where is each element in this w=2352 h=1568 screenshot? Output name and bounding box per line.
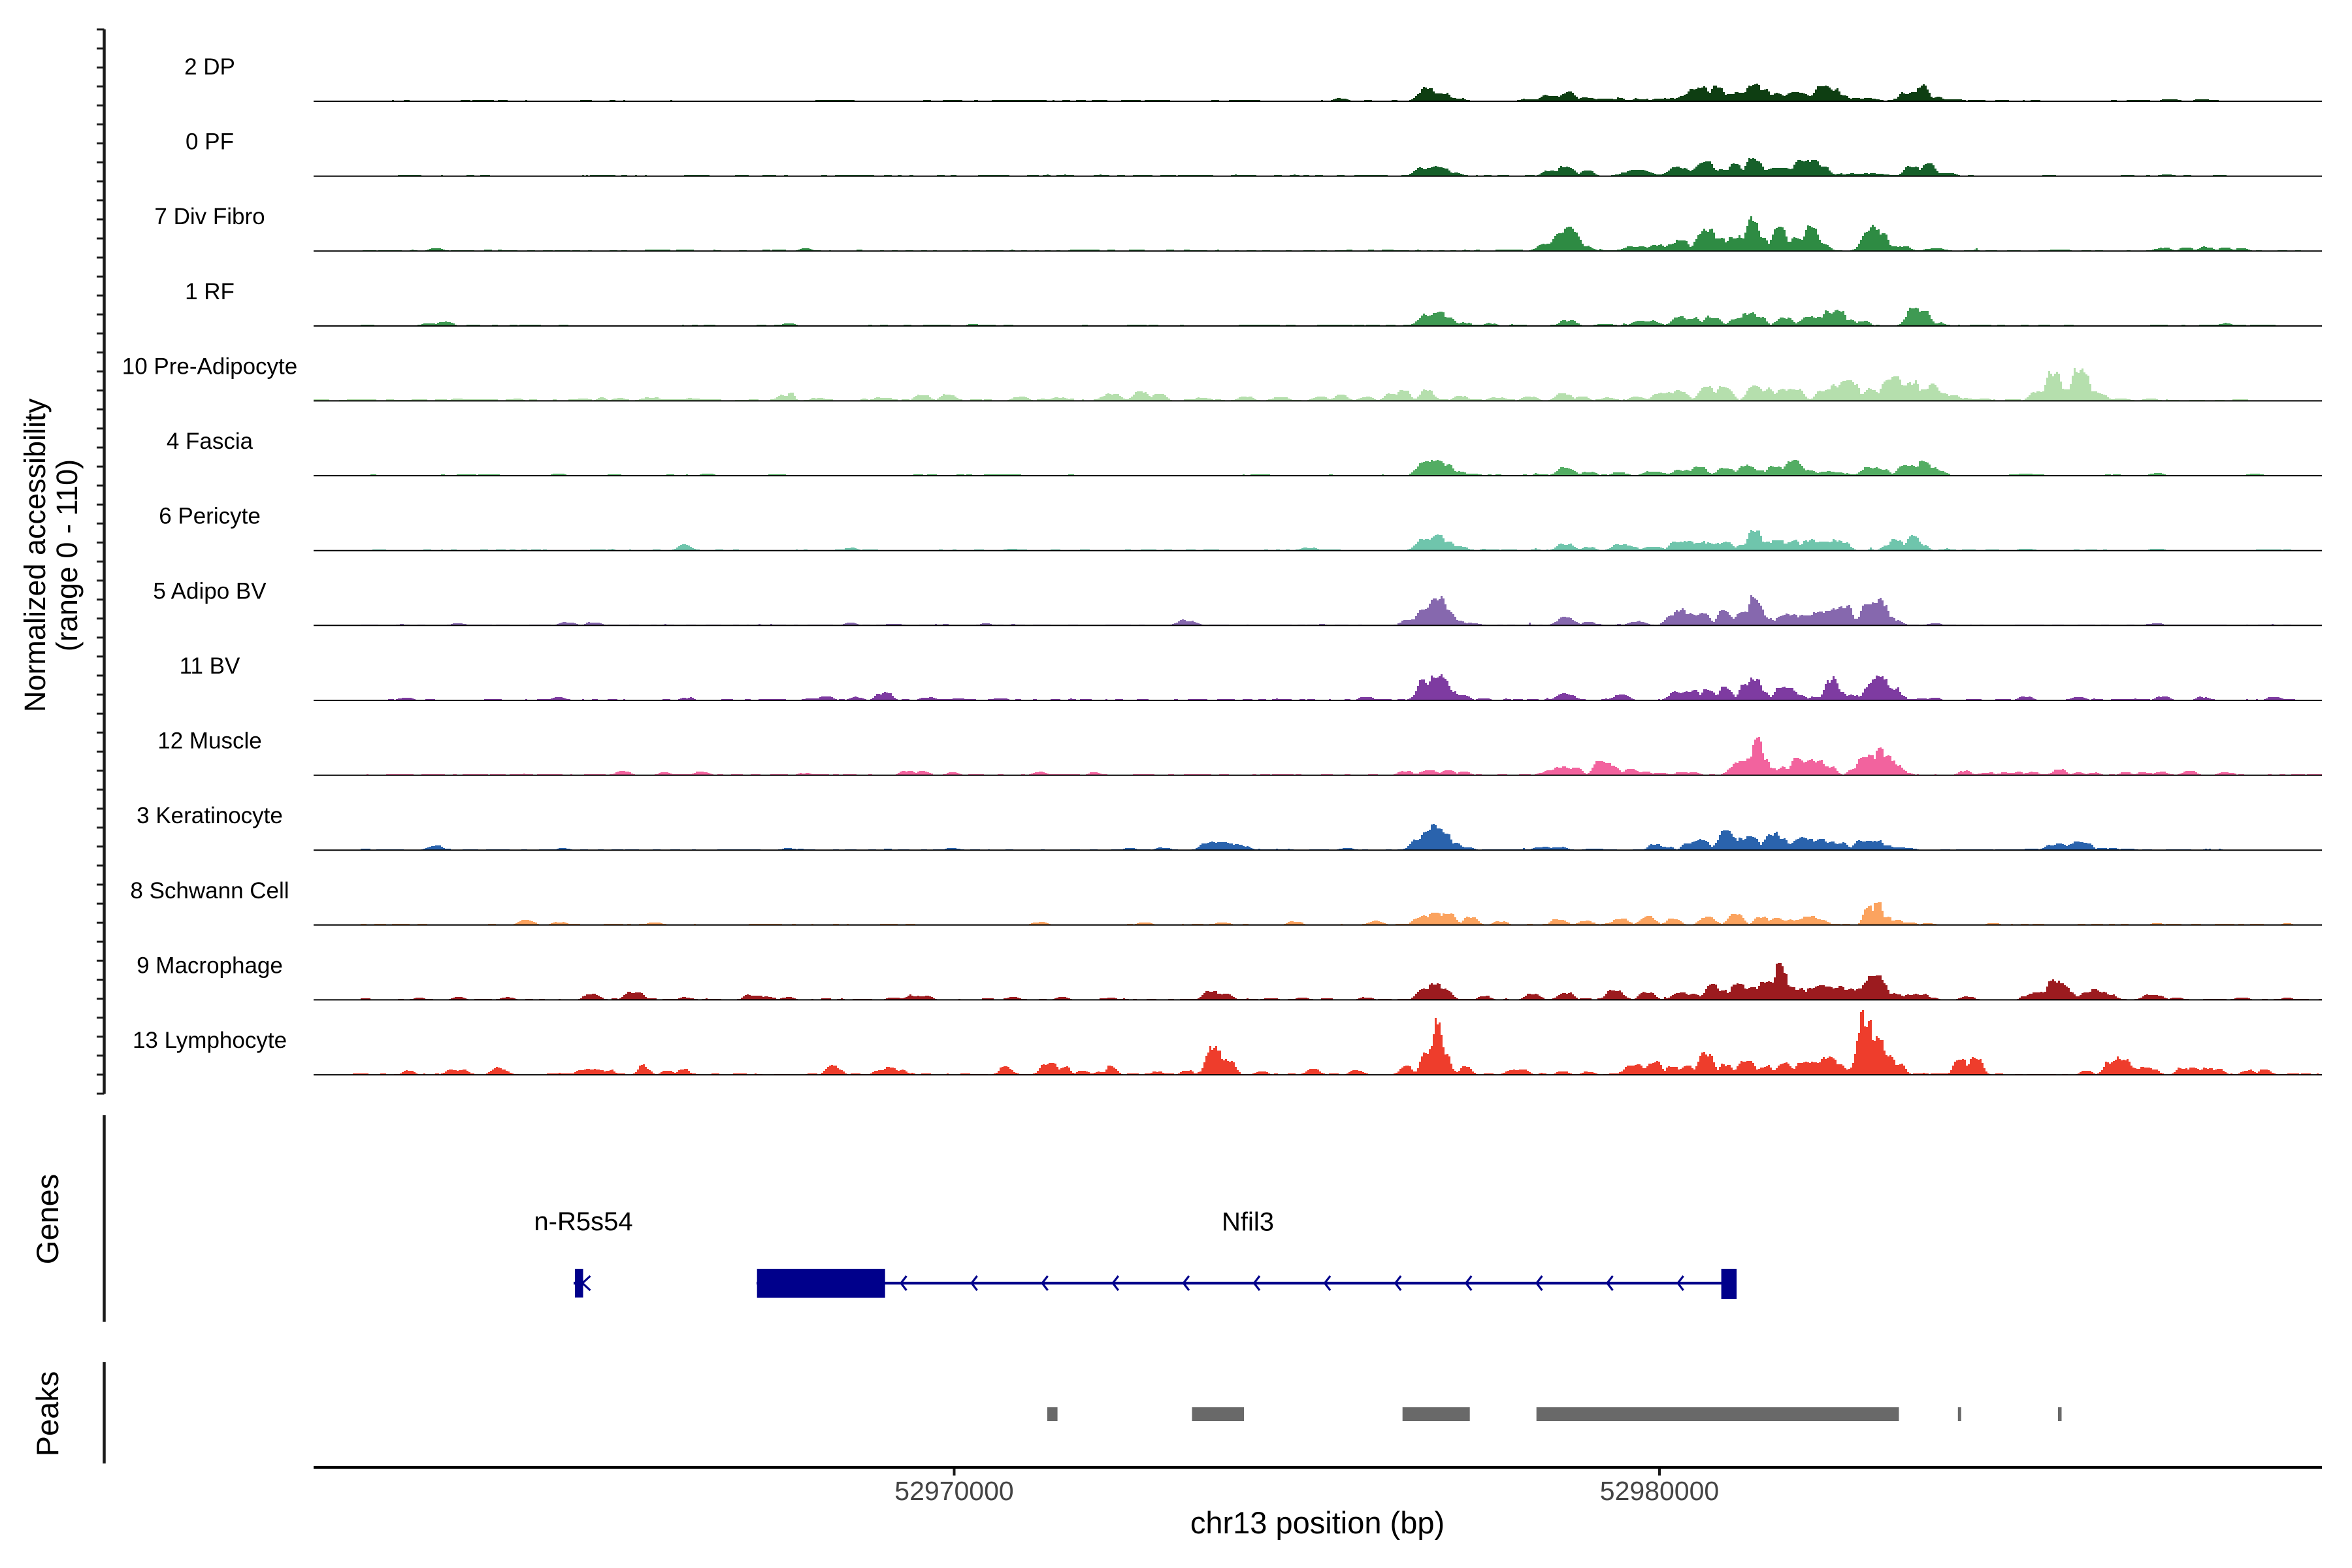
svg-text:Genes: Genes — [30, 1174, 65, 1264]
svg-text:9 Macrophage: 9 Macrophage — [137, 953, 283, 978]
svg-text:2 DP: 2 DP — [184, 54, 235, 80]
svg-text:Normalized accessibility: Normalized accessibility — [18, 398, 52, 712]
svg-text:0 PF: 0 PF — [186, 129, 234, 155]
svg-text:n-R5s54: n-R5s54 — [534, 1207, 632, 1236]
svg-text:1 RF: 1 RF — [185, 279, 235, 304]
svg-text:Peaks: Peaks — [30, 1371, 65, 1457]
svg-text:6 Pericyte: 6 Pericyte — [159, 504, 261, 529]
svg-text:5 Adipo BV: 5 Adipo BV — [153, 578, 267, 604]
svg-text:7 Div Fibro: 7 Div Fibro — [154, 204, 265, 229]
svg-text:Nfil3: Nfil3 — [1222, 1208, 1274, 1237]
svg-text:(range 0 - 110): (range 0 - 110) — [50, 459, 84, 651]
svg-text:10 Pre-Adipocyte: 10 Pre-Adipocyte — [122, 354, 297, 380]
svg-text:4 Fascia: 4 Fascia — [167, 429, 253, 454]
svg-text:11 BV: 11 BV — [180, 653, 240, 679]
svg-text:12 Muscle: 12 Muscle — [157, 728, 262, 754]
svg-text:3 Keratinocyte: 3 Keratinocyte — [137, 803, 283, 828]
svg-text:52970000: 52970000 — [894, 1476, 1013, 1506]
svg-text:52980000: 52980000 — [1600, 1476, 1719, 1506]
svg-text:8 Schwann Cell: 8 Schwann Cell — [130, 878, 289, 904]
svg-text:chr13 position (bp): chr13 position (bp) — [1190, 1505, 1445, 1540]
svg-text:13 Lymphocyte: 13 Lymphocyte — [133, 1028, 287, 1053]
